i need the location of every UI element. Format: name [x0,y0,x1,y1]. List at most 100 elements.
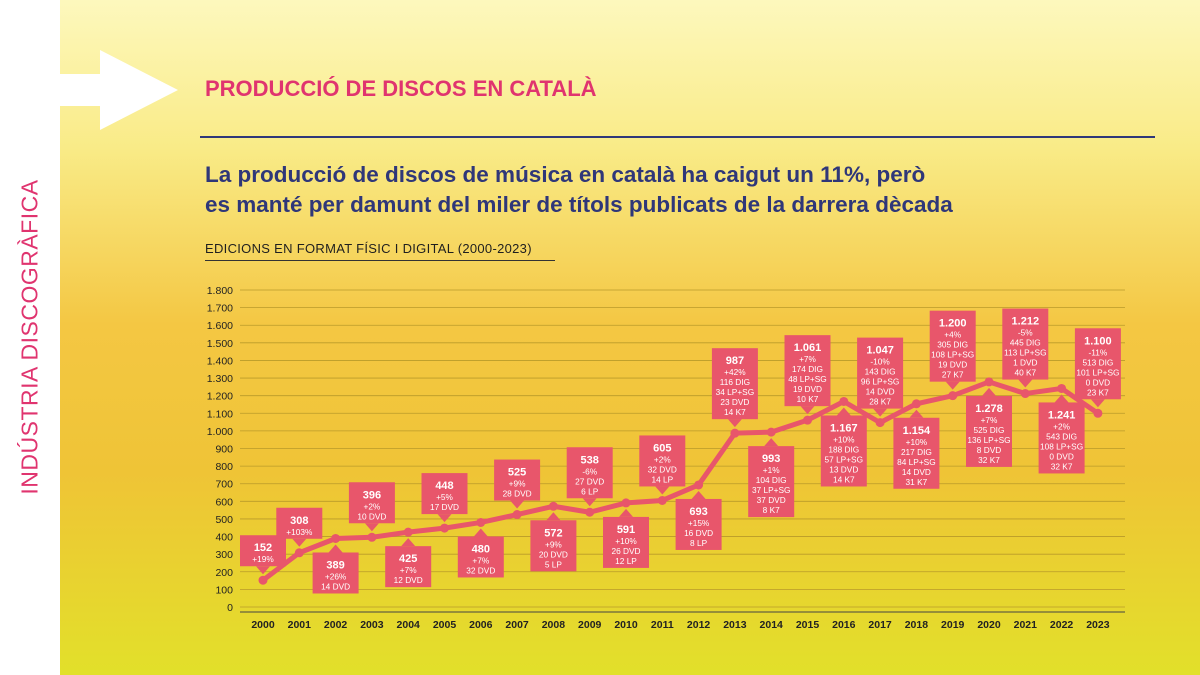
data-label: 525+9%28 DVD [494,459,541,509]
data-label-detail: 174 DIG [792,364,823,374]
data-label-pointer [691,490,706,499]
data-label-value: 572 [544,527,562,539]
x-tick-label: 2021 [1014,619,1038,631]
data-label-detail: 40 K7 [1014,368,1036,378]
data-point [403,527,413,537]
data-label-detail: 116 DIG [720,377,750,387]
data-label-box [711,348,758,420]
y-tick-label: 900 [215,444,233,456]
data-label-detail: 525 DIG [974,425,1005,435]
data-label-change: +2% [363,501,380,511]
data-point [730,428,740,438]
data-label-pointer [364,523,379,532]
data-label-pointer [401,538,416,547]
data-label-detail: 108 LP+SG [931,350,974,360]
data-label-detail: 10 DVD [357,511,386,521]
data-label: 448+5%17 DVD [421,473,468,523]
data-label-pointer [727,419,742,428]
data-label-change: +2% [1053,421,1070,431]
x-tick-label: 2008 [542,619,566,631]
y-tick-label: 1.700 [207,303,233,315]
x-tick-label: 2016 [832,619,856,631]
data-label-pointer [437,514,452,523]
chart-series [258,377,1103,585]
y-tick-label: 700 [215,479,233,491]
data-label-value: 1.167 [830,422,858,434]
data-label-detail: 14 DVD [902,467,931,477]
y-tick-label: 600 [215,496,233,508]
data-label-pointer [292,538,307,547]
data-label-detail: 0 DVD [1049,451,1073,461]
data-label-detail: 34 LP+SG [716,387,755,397]
x-tick-label: 2023 [1086,619,1110,631]
x-tick-label: 2015 [796,619,820,631]
data-label-detail: 14 K7 [833,474,855,484]
data-label: 480+7%32 DVD [457,528,504,578]
x-tick-label: 2013 [723,619,747,631]
data-label-change: +19% [252,554,274,564]
y-tick-label: 1.600 [207,320,233,332]
data-label-detail: 12 LP [615,556,637,566]
data-label-change: +15% [688,518,710,528]
x-tick-label: 2018 [905,619,929,631]
data-label-change: +26% [325,571,347,581]
chart-title-underline [205,260,555,261]
series-line [260,379,1101,583]
data-label-detail: 0 DVD [1086,377,1110,387]
data-label-pointer [619,508,633,517]
headline-line-2: es manté per damunt del miler de títols … [205,192,953,217]
data-label-detail: 8 LP [690,538,708,548]
data-label-detail: 84 LP+SG [897,457,936,467]
data-label-box [457,536,504,578]
data-label-detail: 513 DIG [1082,357,1113,367]
data-label-change: +10% [906,437,928,447]
data-label-box [385,546,432,588]
data-label-pointer [546,512,561,521]
data-label-value: 1.241 [1048,409,1076,421]
data-label-change: -11% [1089,347,1108,357]
data-label-pointer [873,408,888,417]
data-label-detail: 17 DVD [430,502,459,512]
data-label-detail: 32 DVD [648,464,677,474]
y-tick-label: 1.500 [207,338,233,350]
x-tick-label: 2010 [614,619,638,631]
data-point [548,501,558,511]
data-label-value: 425 [399,553,417,565]
data-label-box [566,447,613,499]
data-label-box [675,498,722,550]
data-label-change: +10% [615,536,637,546]
data-label-detail: 28 DVD [503,489,532,499]
data-label-box [784,335,831,407]
y-tick-label: 1.200 [207,391,233,403]
data-label-box [966,395,1012,467]
data-label-detail: 19 DVD [938,360,967,370]
data-point [839,396,849,406]
data-label-box [748,446,795,518]
data-label-detail: 32 K7 [1051,461,1073,471]
y-tick-label: 100 [215,584,233,596]
y-tick-label: 200 [215,567,233,579]
data-label-value: 389 [326,559,344,571]
data-label-box [857,337,904,409]
data-label-pointer [1018,379,1033,388]
x-tick-label: 2004 [397,619,421,631]
data-label-detail: 10 K7 [797,394,819,404]
data-label-detail: 305 DIG [937,340,968,350]
data-label-value: 448 [435,480,453,492]
data-point [694,480,704,490]
y-tick-label: 800 [215,461,233,473]
data-label-change: -5% [1018,328,1033,338]
data-label-change: -6% [582,466,597,476]
data-label-detail: 16 DVD [684,528,713,538]
data-label-value: 152 [254,542,272,554]
data-label-value: 1.154 [903,425,931,437]
